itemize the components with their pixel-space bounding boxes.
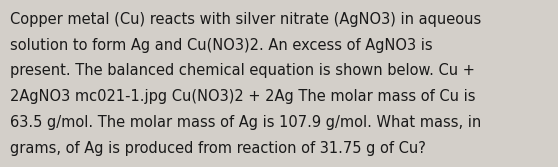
Text: 2AgNO3 mc021-1.jpg Cu(NO3)2 + 2Ag The molar mass of Cu is: 2AgNO3 mc021-1.jpg Cu(NO3)2 + 2Ag The mo…: [10, 89, 475, 104]
Text: Copper metal (Cu) reacts with silver nitrate (AgNO3) in aqueous: Copper metal (Cu) reacts with silver nit…: [10, 12, 482, 27]
Text: 63.5 g/mol. The molar mass of Ag is 107.9 g/mol. What mass, in: 63.5 g/mol. The molar mass of Ag is 107.…: [10, 115, 482, 130]
Text: grams, of Ag is produced from reaction of 31.75 g of Cu?: grams, of Ag is produced from reaction o…: [10, 141, 426, 156]
Text: present. The balanced chemical equation is shown below. Cu +: present. The balanced chemical equation …: [10, 63, 475, 78]
Text: solution to form Ag and Cu(NO3)2. An excess of AgNO3 is: solution to form Ag and Cu(NO3)2. An exc…: [10, 38, 432, 53]
